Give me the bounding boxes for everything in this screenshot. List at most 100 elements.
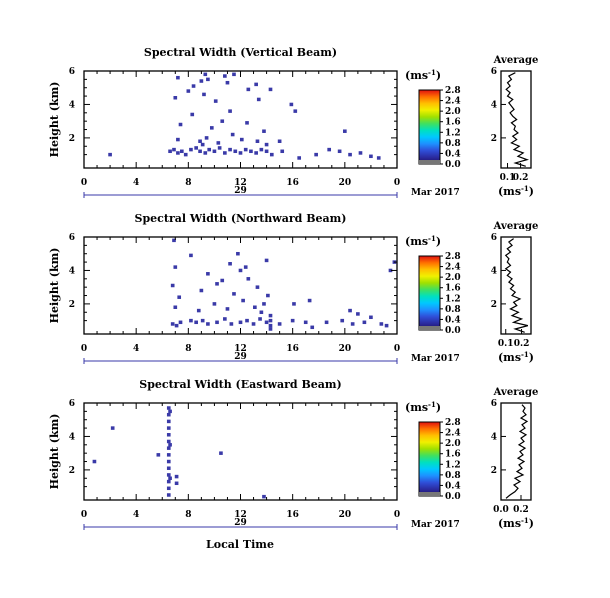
x-tick-label: 4 (133, 510, 139, 520)
data-cell (202, 92, 206, 97)
data-cell (199, 79, 204, 83)
data-cell (166, 446, 171, 450)
data-cell (194, 320, 198, 325)
data-cell (225, 80, 230, 85)
profile-x-label-close: ) (529, 351, 534, 364)
colorbar-missing-swatch (419, 326, 440, 330)
profile-x-label-exponent: -1 (521, 350, 529, 359)
x-tick-label: 8 (185, 344, 191, 354)
profile-frame (500, 70, 532, 169)
panel-title: Spectral Width (Northward Beam) (135, 212, 347, 225)
x-tick-label: 8 (185, 510, 191, 520)
colorbar-tick-label: 2.8 (445, 86, 461, 96)
data-cell (356, 312, 360, 316)
x-tick-label: 0 (81, 178, 87, 188)
colorbar-tick-label: 2.0 (445, 439, 461, 449)
profile-x-label-exponent: -1 (521, 184, 529, 193)
colorbar-tick-label: 2.0 (445, 273, 461, 283)
data-cell (166, 493, 171, 497)
x-tick-label: 0 (394, 510, 400, 520)
data-cell (110, 426, 115, 430)
colorbar (418, 421, 441, 497)
data-cell (166, 473, 171, 477)
profile-x-tick-label: 0.1 (500, 173, 516, 183)
data-cell (198, 149, 202, 154)
data-cell (238, 151, 243, 155)
data-cell (230, 132, 235, 137)
data-cell (292, 302, 296, 306)
data-cell (174, 474, 179, 479)
data-cell (166, 479, 171, 484)
data-cell (251, 322, 256, 326)
colorbar-tick-label: 2.0 (445, 107, 461, 117)
y-axis-label: Height (km) (48, 414, 61, 490)
date-label: Mar 2017 (411, 188, 460, 198)
data-cell (189, 147, 193, 152)
y-axis-label: Height (km) (48, 248, 61, 324)
data-cell (225, 307, 230, 311)
data-cell (289, 102, 294, 107)
colorbar-tick-label: 0.4 (445, 481, 461, 491)
colorbar-unit-close: ) (436, 69, 441, 82)
profile-line (505, 404, 529, 499)
data-cell (168, 149, 172, 154)
profile-x-label-close: ) (529, 517, 534, 530)
data-cell (324, 320, 329, 325)
data-cell (168, 409, 172, 414)
data-cell (277, 322, 282, 326)
data-cell (228, 262, 232, 266)
x-tick-label: 20 (339, 510, 352, 520)
colorbar (418, 255, 441, 331)
data-cell (327, 147, 332, 152)
data-cell (189, 318, 193, 323)
data-cell (212, 302, 217, 306)
data-cell (215, 320, 219, 325)
colorbar-tick-label: 0.4 (445, 149, 461, 159)
data-cell (174, 323, 179, 328)
data-cell (183, 152, 188, 157)
y-tick-label: 4 (69, 266, 75, 276)
data-cell (189, 253, 193, 258)
x-tick-label: 12 (234, 178, 247, 188)
x-axis-label: Local Time (206, 538, 274, 551)
day-label: 29 (234, 186, 247, 196)
data-cell (199, 288, 204, 293)
data-cell (166, 453, 171, 457)
data-cell (253, 305, 257, 309)
profile-y-tick-label: 2 (491, 300, 497, 310)
x-tick-label: 0 (81, 510, 87, 520)
profile-y-tick-label: 2 (491, 134, 497, 144)
colorbar-unit: (ms-1) (405, 400, 441, 414)
data-cell (204, 136, 209, 140)
x-tick-label: 0 (81, 344, 87, 354)
data-cell (238, 320, 243, 325)
colorbar-missing-swatch (419, 160, 440, 164)
data-cell (259, 147, 264, 152)
data-cell (174, 481, 179, 486)
plot-frame (83, 402, 398, 501)
data-cell (269, 152, 274, 157)
data-cell (191, 84, 196, 88)
profile-title: Average (493, 387, 539, 398)
data-cell (232, 72, 236, 77)
data-cell (369, 154, 373, 159)
colorbar-tick-label: 0.0 (445, 160, 461, 170)
data-cell (198, 139, 202, 143)
x-tick-label: 20 (339, 344, 352, 354)
data-cell (200, 318, 205, 323)
colorbar-missing-swatch (419, 492, 440, 496)
colorbar-tick-label: 1.6 (445, 118, 461, 128)
y-tick-label: 6 (69, 233, 75, 243)
data-cell (209, 126, 214, 130)
data-cell (228, 109, 232, 113)
colorbar-tick-label: 2.4 (445, 263, 461, 273)
data-cell (388, 268, 393, 273)
profile-y-tick-label: 6 (491, 399, 497, 409)
data-cell (254, 82, 258, 87)
data-cell (213, 99, 218, 103)
profile-frame (500, 402, 532, 501)
profile-y-tick-label: 2 (491, 466, 497, 476)
colorbar (418, 89, 441, 165)
data-cell (245, 318, 249, 323)
